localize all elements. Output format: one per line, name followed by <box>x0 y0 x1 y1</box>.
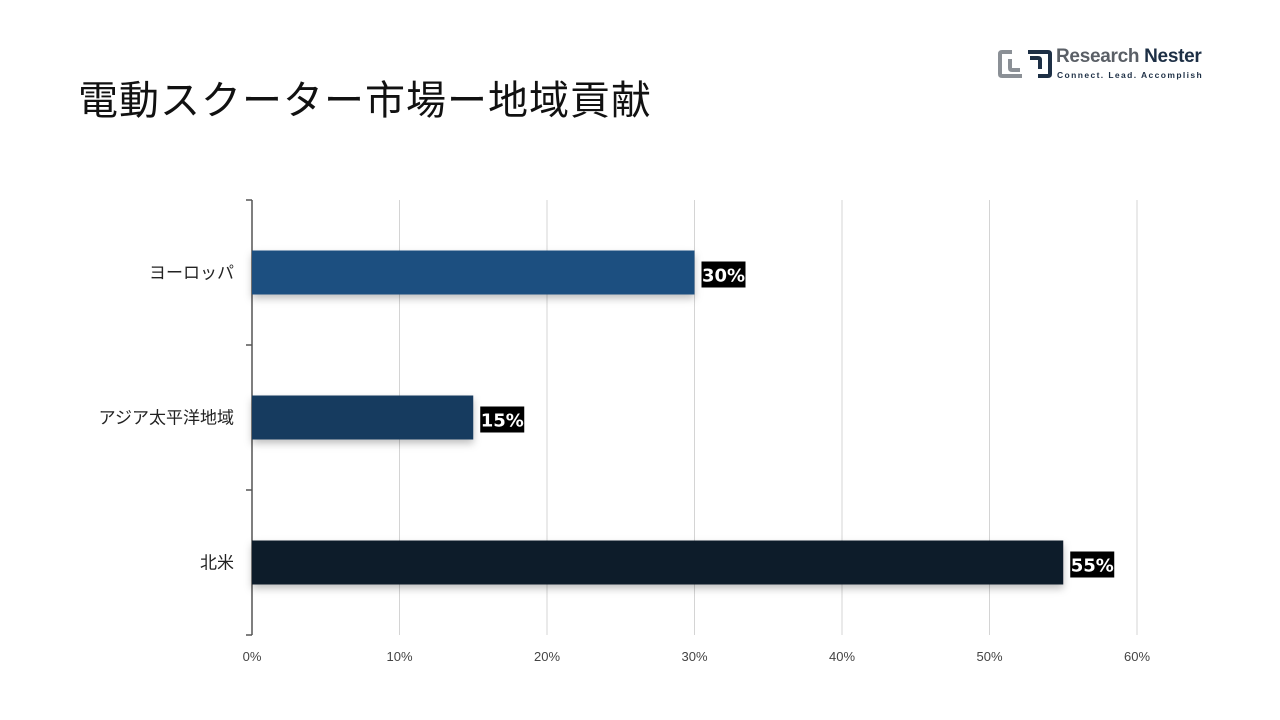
category-label: ヨーロッパ <box>149 264 234 284</box>
data-label: 30% <box>702 266 745 287</box>
logo-brand: Research Nester <box>1056 46 1202 68</box>
logo-brand-part2: Nester <box>1144 46 1202 67</box>
bars <box>252 250 1064 585</box>
category-label: アジア太平洋地域 <box>99 409 234 429</box>
chart-title: 電動スクーター市場ー地域貢献 <box>78 78 652 124</box>
logo-tagline: Connect. Lead. Accomplish <box>1057 70 1204 80</box>
y-axis <box>246 199 253 636</box>
bar <box>252 250 695 295</box>
x-tick-label: 20% <box>534 649 560 664</box>
category-label: 北米 <box>200 554 234 574</box>
data-label-box <box>701 261 746 288</box>
bar <box>252 540 1064 585</box>
logo-mark-icon <box>998 50 1052 78</box>
data-label-box <box>1070 551 1115 578</box>
x-tick-label: 10% <box>386 649 412 664</box>
x-tick-label: 60% <box>1124 649 1150 664</box>
data-label: 15% <box>481 411 524 432</box>
research-nester-logo: Research Nester Connect. Lead. Accomplis… <box>998 46 1218 86</box>
x-tick-label: 30% <box>681 649 707 664</box>
data-label: 55% <box>1071 556 1114 577</box>
labels: 0% 10% 20% 30% 40% 50% 60% ヨーロッパ 30% アジア太平洋地域 15% 北… <box>99 261 1150 664</box>
x-tick-label: 0% <box>243 649 262 664</box>
data-label-box <box>480 406 525 433</box>
x-tick-label: 40% <box>829 649 855 664</box>
logo-brand-part1: Research <box>1056 46 1140 67</box>
bar <box>252 395 474 440</box>
x-tick-label: 50% <box>976 649 1002 664</box>
